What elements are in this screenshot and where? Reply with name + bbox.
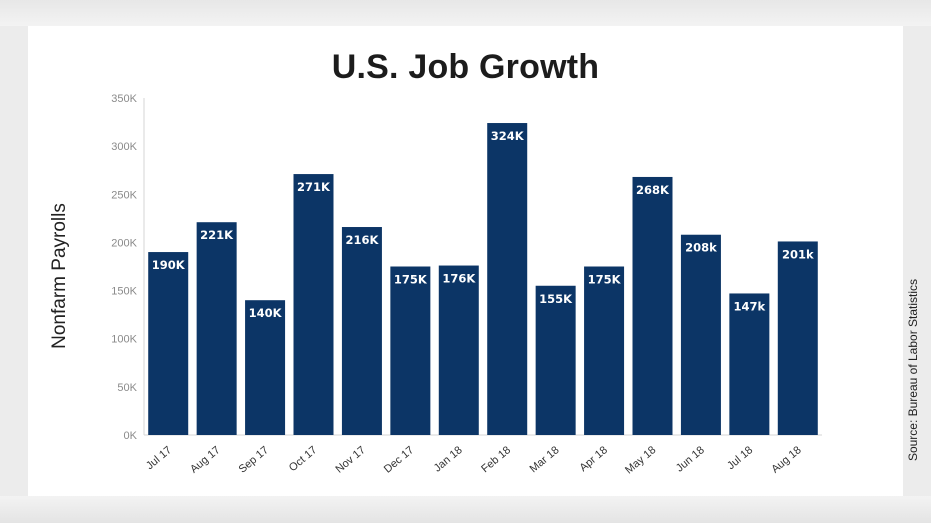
- x-tick-label: Apr 18: [577, 444, 610, 474]
- bar: [390, 266, 431, 435]
- bar: [148, 252, 189, 435]
- y-tick-label: 200K: [111, 237, 137, 249]
- data-label: 175K: [588, 273, 622, 287]
- y-tick-label: 50K: [117, 382, 137, 394]
- data-label: 155K: [539, 292, 573, 306]
- bar: [341, 227, 382, 435]
- bar: [245, 300, 286, 435]
- y-tick-label: 100K: [111, 334, 137, 346]
- x-tick-label: Jun 18: [674, 444, 707, 474]
- bar: [196, 222, 237, 435]
- x-tick-label: May 18: [623, 444, 658, 476]
- chart-title: U.S. Job Growth: [331, 48, 600, 86]
- x-tick-label: Aug 17: [188, 444, 222, 476]
- top-band: [0, 0, 931, 26]
- x-tick-label: Feb 18: [479, 444, 513, 475]
- y-tick-label: 0K: [124, 430, 138, 442]
- bottom-band: [0, 496, 931, 523]
- x-tick-label: Nov 17: [333, 444, 367, 476]
- y-tick-label: 350K: [111, 93, 137, 105]
- y-tick-label: 150K: [111, 286, 137, 298]
- bar: [632, 176, 673, 435]
- data-label: 190K: [152, 258, 186, 272]
- bar: [729, 293, 770, 435]
- bar: [777, 241, 818, 435]
- data-label: 176K: [442, 272, 476, 286]
- x-tick-label: Oct 17: [287, 444, 320, 474]
- x-tick-label: Mar 18: [528, 444, 562, 475]
- bar: [535, 285, 576, 435]
- bar: [438, 265, 479, 435]
- data-label: 268K: [636, 183, 670, 197]
- data-label: 221K: [200, 228, 234, 242]
- x-tick-label: Sep 17: [237, 444, 271, 476]
- data-label: 140K: [249, 306, 283, 320]
- bar: [584, 266, 625, 435]
- x-tick-label: Jul 17: [144, 444, 174, 472]
- data-label: 201k: [782, 247, 814, 261]
- data-label: 271K: [297, 180, 331, 194]
- x-tick-label: Jan 18: [432, 444, 465, 474]
- y-tick-label: 250K: [111, 189, 137, 201]
- x-tick-label: Jul 18: [725, 444, 755, 472]
- data-label: 324K: [491, 129, 525, 143]
- bar: [293, 174, 334, 435]
- data-label: 175K: [394, 273, 428, 287]
- data-label: 208k: [685, 241, 717, 255]
- x-tick-label: Dec 17: [382, 444, 416, 476]
- data-label: 147k: [734, 299, 766, 313]
- bar: [487, 123, 528, 435]
- y-tick-label: 300K: [111, 141, 137, 153]
- data-label: 216K: [345, 233, 379, 247]
- x-tick-label: Aug 18: [769, 444, 803, 476]
- bar: [680, 234, 721, 435]
